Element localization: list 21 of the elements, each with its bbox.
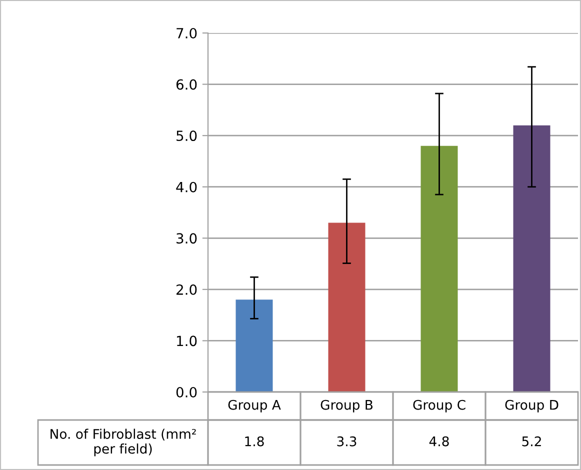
y-tick-label: 1.0 (177, 336, 197, 346)
y-tick-label: 3.0 (176, 233, 197, 244)
x-tick-label: Group D (505, 400, 558, 412)
x-tick-label: Group C (413, 400, 466, 412)
bar (328, 222, 366, 392)
x-tick-label: Group A (228, 400, 281, 412)
y-tick-label: 6.0 (176, 79, 197, 90)
data-label: 4.8 (429, 436, 449, 446)
text: No. of Fibroblast (mm² per field) (50, 428, 196, 456)
data-label: 1.8 (245, 436, 264, 446)
y-tick-label: 4.0 (176, 182, 197, 192)
data-label: 5.2 (522, 436, 541, 446)
x-tick-label: Group B (320, 400, 373, 412)
bar (420, 146, 458, 392)
bar (236, 300, 273, 392)
y-tick-label: 2.0 (176, 284, 197, 295)
y-tick-label: 5.0 (176, 130, 197, 142)
y-tick-label: 0.0 (176, 386, 197, 398)
y-tick-label: 7.0 (176, 28, 197, 38)
data-label: 3.3 (337, 436, 356, 446)
bar (513, 125, 550, 392)
